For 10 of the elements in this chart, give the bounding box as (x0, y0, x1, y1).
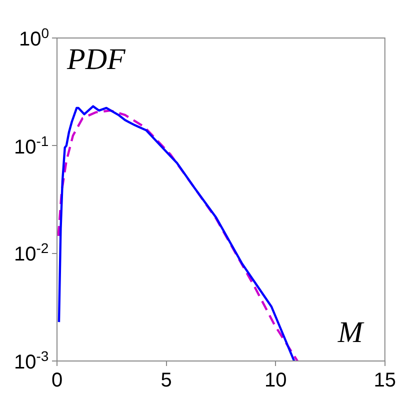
x-tick-label: 10 (264, 370, 287, 392)
x-axis-title: M (336, 316, 365, 349)
x-tick-label: 15 (374, 370, 396, 392)
y-tick-label: 10$^{-3}$ (14, 348, 49, 374)
y-tick-label: 10$^{-2}$ (14, 240, 49, 266)
y-tick-label: 10$^{0}$ (19, 25, 50, 51)
x-tick-label: 5 (160, 370, 172, 392)
x-tick-label: 0 (51, 370, 63, 392)
y-tick-label: 10$^{-1}$ (14, 132, 49, 158)
y-axis-title: PDF (66, 42, 126, 76)
